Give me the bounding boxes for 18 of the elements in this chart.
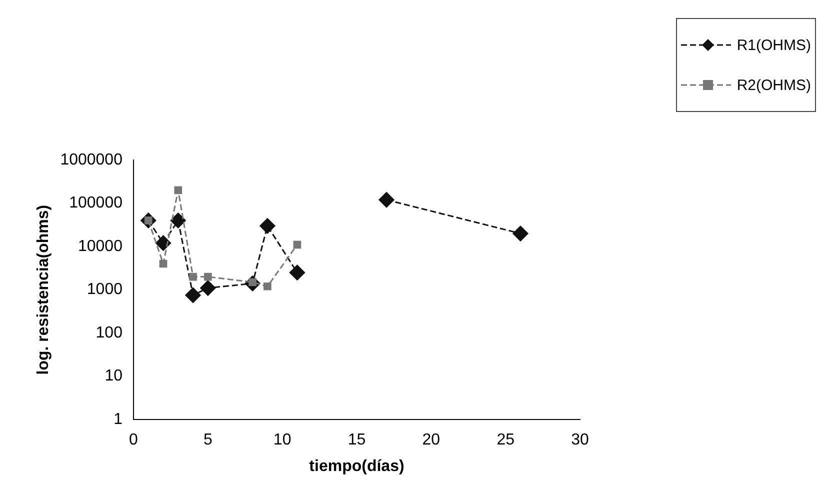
y-tick-label: 100000 <box>69 194 123 212</box>
legend-label: R2(OHMS) <box>736 76 811 94</box>
x-tick-label: 0 <box>129 432 138 449</box>
x-tick-label: 10 <box>273 432 292 449</box>
x-tick-label: 20 <box>422 432 440 449</box>
x-tick-label: 15 <box>348 432 366 449</box>
y-tick-label: 10000 <box>78 238 123 255</box>
y-tick-label: 10 <box>104 368 123 385</box>
x-tick-label: 5 <box>203 432 212 449</box>
y-tick-label: 1000000 <box>60 151 123 168</box>
y-axis-title: log. resistencia(ohms) <box>35 204 52 375</box>
x-tick-label: 30 <box>571 432 589 449</box>
x-axis-title: tiempo(días) <box>309 458 404 475</box>
y-tick-label: 1 <box>114 411 123 428</box>
legend-label: R1(OHMS) <box>736 36 811 54</box>
y-tick-label: 1000 <box>86 281 123 298</box>
x-tick-label: 25 <box>496 432 515 449</box>
y-tick-label: 100 <box>96 324 123 342</box>
